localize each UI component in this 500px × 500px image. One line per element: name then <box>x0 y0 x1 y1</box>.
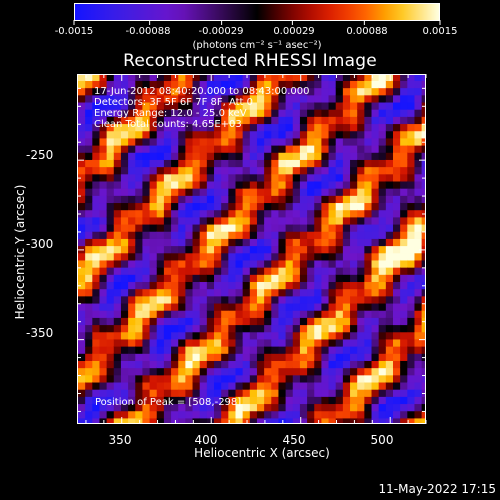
x-axis-label: Heliocentric X (arcsec) <box>194 446 330 460</box>
annotation-block: 17-Jun-2012 08:40:20.000 to 08:43:00.000… <box>94 86 310 130</box>
x-tick-label: 350 <box>108 433 132 447</box>
energy-range-text: Energy Range: 12.0 - 25.0 keV <box>94 108 247 119</box>
colorbar-label: -0.00029 <box>198 26 244 37</box>
chart-title: Reconstructed RHESSI Image <box>123 51 377 71</box>
x-tick-label: 400 <box>194 433 218 447</box>
x-tick-label: 450 <box>282 433 306 447</box>
method-counts-text: Clean Total counts: 4.65E+03 <box>94 119 242 130</box>
heatmap-image <box>78 75 425 423</box>
peak-position-text: Position of Peak = [508,-298] <box>95 397 242 408</box>
colorbar-label: -0.0015 <box>54 26 94 37</box>
colorbar-ticks <box>73 20 441 25</box>
detectors-text: Detectors: 3F 5F 6F 7F 8F, Att 0 <box>94 97 254 108</box>
y-tick-label: -300 <box>26 237 54 251</box>
colorbar-label: 0.00088 <box>346 26 388 37</box>
timestamp: 11-May-2022 17:15 <box>378 482 496 496</box>
x-tick-label: 500 <box>370 433 394 447</box>
colorbar <box>74 3 440 21</box>
colorbar-label: 0.0015 <box>422 26 458 37</box>
heatmap-plot <box>77 74 426 424</box>
y-axis-label: Heliocentric Y (arcsec) <box>13 184 27 320</box>
colorbar-units: (photons cm⁻² s⁻¹ asec⁻²) <box>192 40 322 51</box>
colorbar-label: -0.00088 <box>125 26 171 37</box>
y-tick-label: -250 <box>26 148 54 162</box>
y-tick-label: -350 <box>26 326 54 340</box>
time-range-text: 17-Jun-2012 08:40:20.000 to 08:43:00.000 <box>94 86 310 97</box>
colorbar-label: 0.00029 <box>273 26 315 37</box>
